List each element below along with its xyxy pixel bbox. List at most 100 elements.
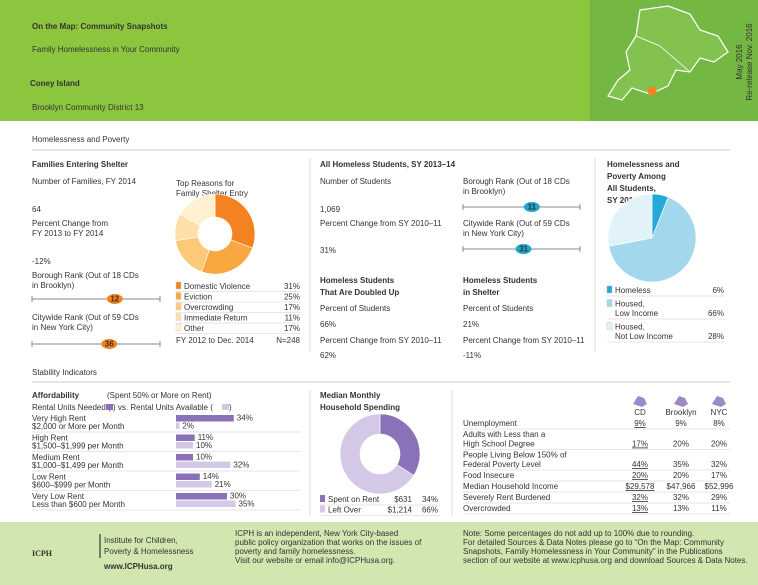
big-number: -12% — [32, 257, 51, 266]
legend-swatch — [320, 505, 325, 513]
cell: 20% — [632, 471, 648, 480]
big-number: 1,069 — [320, 205, 341, 214]
bar — [176, 461, 231, 468]
donut-segment — [201, 239, 253, 275]
cell: 44% — [632, 460, 648, 469]
cell: 20% — [673, 471, 689, 480]
area-icon — [674, 396, 688, 407]
panel-title: All Homeless Students, SY 2013–14 — [320, 160, 456, 169]
big-number: 31% — [320, 246, 336, 255]
row-sublabel: $1,000–$1,499 per Month — [32, 461, 124, 470]
about: ICPH is an independent, New York City-ba… — [235, 529, 398, 538]
bar — [176, 500, 236, 507]
cell: 20% — [673, 440, 689, 449]
legend-label: Other — [184, 324, 204, 333]
about: poverty and family homelessness. — [235, 547, 356, 556]
legend-swatch — [606, 299, 613, 307]
label: Percent of Students — [463, 304, 533, 313]
legend-label: Low Income — [615, 309, 659, 318]
legend-swatch — [175, 281, 182, 290]
donut-segment — [608, 196, 697, 283]
rank-value: 12 — [110, 295, 119, 304]
panel-subtitle: in Shelter — [463, 288, 499, 297]
panel-title: Affordability — [32, 391, 80, 400]
stat: 21% — [463, 320, 479, 329]
label: Citywide Rank (Out of 59 CDs — [463, 219, 570, 228]
legend-swatch — [606, 285, 613, 294]
legend-swatch — [175, 313, 182, 321]
stat: 62% — [320, 351, 336, 360]
about: public policy organization that works on… — [235, 538, 422, 547]
legend-text: ) vs. Rental Units Available ( — [113, 403, 213, 412]
panel-note: (Spent 50% or More on Rent) — [107, 391, 212, 400]
label: Percent of Students — [320, 304, 390, 313]
cell: 11% — [711, 504, 726, 513]
chart-title: Family Shelter Entry — [176, 189, 248, 198]
note: Snapshots, Family Homelessness in Your C… — [463, 547, 723, 556]
row-sublabel: $600–$999 per Month — [32, 481, 110, 490]
panel-title: Poverty Among — [607, 172, 666, 181]
bar-label: 11% — [198, 433, 213, 442]
date: May 2016 — [735, 44, 744, 80]
stat: -11% — [463, 351, 481, 360]
legend-value: 66% — [422, 506, 438, 515]
legend-swatch — [606, 322, 613, 330]
rank-marker — [523, 202, 540, 212]
panel-title: Household Spending — [320, 403, 400, 412]
org-name: Poverty & Homelessness — [104, 547, 193, 556]
legend-swatch — [222, 404, 229, 410]
row-label: Severely Rent Burdened — [463, 493, 550, 502]
legend-label: Housed, — [615, 300, 645, 309]
footer-band — [0, 522, 758, 585]
legend-swatch — [175, 323, 182, 332]
legend-label: Overcrowding — [184, 303, 233, 312]
label: Borough Rank (Out of 18 CDs — [32, 271, 139, 280]
bar — [176, 415, 234, 422]
label: in Brooklyn) — [463, 187, 506, 196]
label: in Brooklyn) — [32, 281, 75, 290]
bar — [176, 442, 193, 449]
row-label: Median Household Income — [463, 482, 559, 491]
rank-value: 31 — [519, 245, 528, 254]
bar — [176, 434, 195, 441]
panel-subtitle: That Are Doubled Up — [320, 288, 399, 297]
cell: 8% — [713, 419, 725, 428]
legend-value: 11% — [285, 314, 300, 323]
row-label: High School Degree — [463, 440, 535, 449]
legend-value: 31% — [284, 282, 300, 291]
cell: 20% — [711, 440, 727, 449]
row-label: Food Insecure — [463, 471, 515, 480]
cell: $47,966 — [667, 482, 696, 491]
label: Number of Students — [320, 177, 391, 186]
map-district-dot — [647, 86, 657, 96]
bar-label: 21% — [215, 480, 231, 489]
label: Percent Change from SY 2010–11 — [320, 336, 442, 345]
panel-title: Families Entering Shelter — [32, 160, 128, 169]
cell: 9% — [675, 419, 687, 428]
big-number: 64 — [32, 205, 41, 214]
column-header: CD — [634, 408, 646, 417]
legend-label: Not Low Income — [615, 332, 673, 341]
cell: 17% — [711, 471, 727, 480]
donut-segment — [214, 193, 256, 249]
bar-label: 35% — [239, 500, 255, 509]
section-title: Stability Indicators — [32, 368, 97, 377]
url: www.ICPHusa.org — [103, 562, 173, 571]
legend-label: Domestic Violence — [184, 282, 251, 291]
section-title: Homelessness and Poverty — [32, 135, 129, 144]
cell: 32% — [632, 493, 648, 502]
legend-label: Homeless — [615, 286, 651, 295]
rank-marker — [106, 294, 123, 304]
panel-title: Homelessness and — [607, 160, 680, 169]
rerelease: Re-release Nov. 2016 — [745, 23, 754, 101]
cell: 29% — [711, 493, 727, 502]
district-name: Brooklyn Community District 13 — [32, 103, 144, 112]
area-icon — [633, 396, 647, 407]
legend-value: 66% — [708, 309, 724, 318]
bar-label: 2% — [182, 422, 194, 431]
cell: 32% — [673, 493, 689, 502]
map-borders — [635, 35, 691, 73]
note: section of our website at www.icphusa.or… — [463, 556, 748, 565]
panel-subtitle: Homeless Students — [320, 276, 395, 285]
rank-marker — [101, 339, 118, 349]
